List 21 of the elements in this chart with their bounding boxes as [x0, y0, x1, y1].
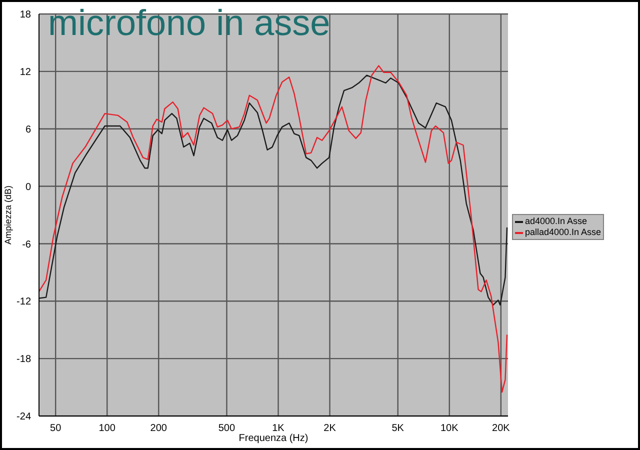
x-tick-label: 50: [50, 423, 62, 434]
y-tick-label: -12: [16, 296, 32, 308]
y-tick-label: -6: [22, 239, 32, 250]
y-tick-label: 6: [25, 124, 32, 136]
x-tick-label: 500: [218, 423, 236, 434]
y-tick-label: 0: [25, 182, 32, 193]
x-tick-label: 5K: [392, 423, 404, 434]
y-tick-label: -24: [16, 412, 32, 423]
legend-label: pallad4000.In Asse: [525, 227, 602, 238]
x-tick-label: 1K: [272, 423, 285, 434]
x-axis-title: Frequenza (Hz): [238, 433, 308, 444]
x-tick-label: 100: [98, 423, 116, 434]
y-tick-label: -18: [16, 354, 32, 366]
legend-label: ad4000.In Asse: [525, 216, 588, 227]
x-tick-label: 10K: [440, 423, 459, 434]
y-tick-label: 18: [20, 10, 32, 21]
x-tick-label: 20K: [492, 423, 510, 434]
x-tick-label: 2K: [324, 423, 336, 434]
y-axis-title: Ampiezza (dB): [3, 185, 14, 245]
x-tick-label: 200: [150, 423, 168, 434]
y-tick-label: 12: [20, 66, 32, 78]
